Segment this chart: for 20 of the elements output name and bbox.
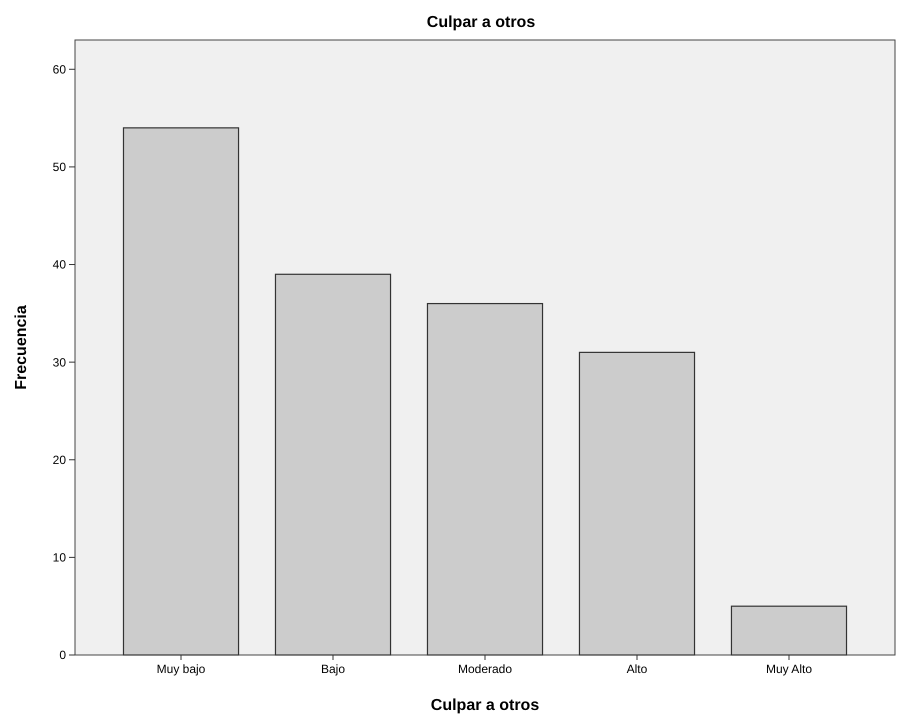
- bar: [122, 127, 240, 656]
- y-tick-label: 10: [52, 550, 66, 565]
- bar: [426, 302, 544, 656]
- x-tick-label: Bajo: [320, 662, 346, 676]
- x-tick-label: Muy Alto: [766, 662, 812, 676]
- bar: [578, 352, 696, 656]
- bar: [730, 606, 848, 656]
- x-tick-label: Muy bajo: [156, 662, 206, 676]
- y-tick-label: 30: [52, 355, 66, 370]
- bar: [274, 274, 392, 656]
- x-tick-label: Alto: [626, 662, 648, 676]
- x-tick-label: Moderado: [458, 662, 512, 676]
- chart-title: Culpar a otros: [426, 14, 536, 31]
- x-axis-title: Culpar a otros: [430, 697, 540, 714]
- y-axis-title: Frecuencia: [13, 305, 30, 390]
- y-tick-label: 20: [52, 452, 66, 467]
- y-tick-label: 40: [52, 258, 66, 272]
- y-tick-label: 50: [52, 160, 66, 174]
- y-tick-label: 60: [52, 62, 66, 76]
- y-tick-label: 0: [59, 648, 66, 662]
